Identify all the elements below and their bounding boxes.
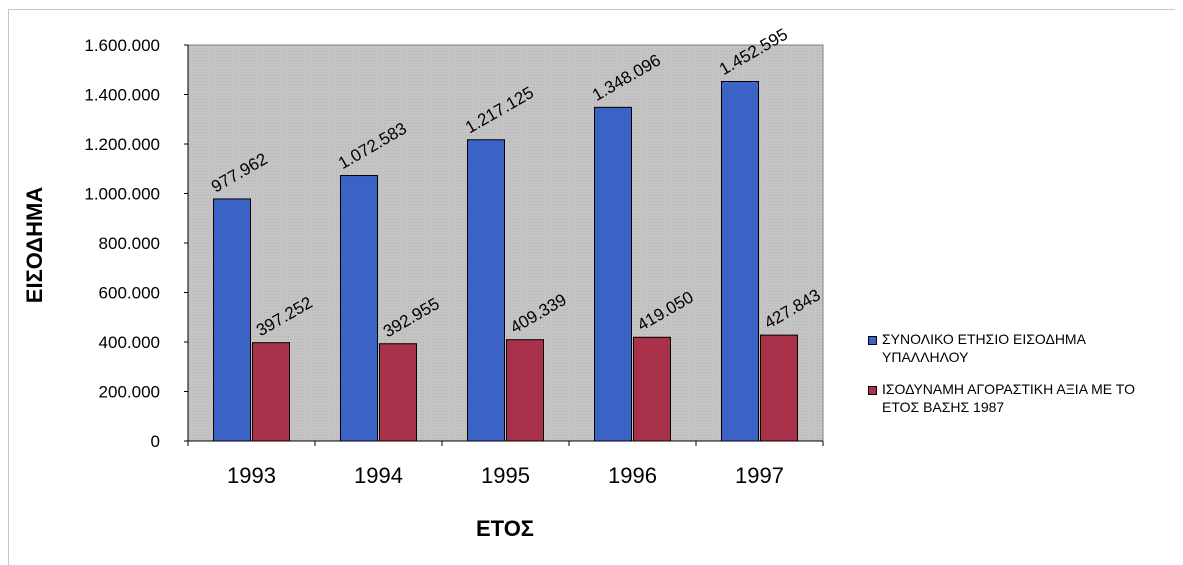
y-tick-label: 1.200.000: [84, 135, 160, 154]
bar-total-income: [467, 139, 505, 442]
x-tick-label: 1997: [735, 463, 784, 488]
y-tick-label: 1.400.000: [84, 86, 160, 105]
x-tick-label: 1995: [481, 463, 530, 488]
bar-purchasing-power: [633, 336, 671, 442]
y-tick-label: 0: [151, 432, 160, 451]
left-border: [8, 9, 9, 565]
y-tick-label: 1.000.000: [84, 185, 160, 204]
bar-total-income: [213, 198, 251, 442]
y-axis-title: ΕΙΣΟΔΗΜΑ: [22, 187, 47, 304]
bar-total-income: [721, 80, 759, 442]
legend-label-series-1: ΣΥΝΟΛΙΚΟ ΕΤΗΣΙΟ ΕΙΣΟΔΗΜΑ ΥΠΑΛΛΗΛΟΥ: [882, 331, 1086, 365]
legend-item-series-2: ΙΣΟΔΥΝΑΜΗ ΑΓΟΡΑΣΤΙΚΗ ΑΞΙΑ ΜΕ ΤΟ ΕΤΟΣ ΒΑΣ…: [868, 380, 1168, 416]
x-tick-label: 1994: [354, 463, 403, 488]
x-tick-label: 1996: [608, 463, 657, 488]
bar-purchasing-power: [252, 342, 290, 442]
legend: ΣΥΝΟΛΙΚΟ ΕΤΗΣΙΟ ΕΙΣΟΔΗΜΑ ΥΠΑΛΛΗΛΟΥ ΙΣΟΔΥ…: [868, 330, 1168, 430]
x-axis-title: ΕΤΟΣ: [476, 516, 534, 541]
y-tick-label: 1.600.000: [84, 36, 160, 55]
legend-swatch-series-1: [868, 336, 877, 345]
legend-label-series-2: ΙΣΟΔΥΝΑΜΗ ΑΓΟΡΑΣΤΙΚΗ ΑΞΙΑ ΜΕ ΤΟ ΕΤΟΣ ΒΑΣ…: [882, 381, 1135, 415]
y-tick-label: 800.000: [99, 234, 160, 253]
bar-purchasing-power: [506, 339, 544, 442]
legend-swatch-series-2: [868, 386, 877, 395]
bar-purchasing-power: [379, 343, 417, 442]
y-tick-label: 600.000: [99, 284, 160, 303]
bar-total-income: [594, 106, 632, 442]
legend-item-series-1: ΣΥΝΟΛΙΚΟ ΕΤΗΣΙΟ ΕΙΣΟΔΗΜΑ ΥΠΑΛΛΗΛΟΥ: [868, 330, 1168, 366]
y-tick-label: 200.000: [99, 383, 160, 402]
top-border: [8, 9, 1175, 10]
bar-purchasing-power: [760, 334, 798, 442]
bar-total-income: [340, 175, 378, 442]
plot-area: [187, 44, 824, 442]
x-tick-label: 1993: [227, 463, 276, 488]
y-tick-label: 400.000: [99, 333, 160, 352]
